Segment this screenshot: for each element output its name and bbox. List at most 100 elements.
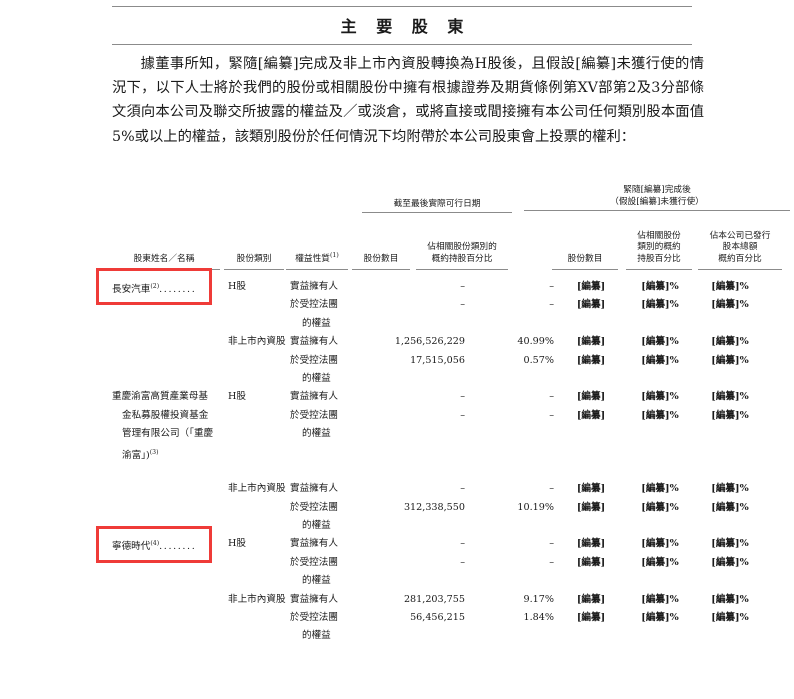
shares-post-cell: [編纂] bbox=[576, 281, 606, 292]
table-row: 的權益 bbox=[100, 517, 700, 535]
pct-current-cell: – bbox=[549, 556, 554, 568]
shares-current-cell: 1,256,526,229 bbox=[394, 336, 465, 348]
nature-of-interest-cell: 的權益 bbox=[302, 520, 331, 532]
nature-of-interest-cell: 於受控法團 bbox=[290, 354, 338, 366]
pct-current-cell: – bbox=[549, 483, 554, 495]
share-class-cell: H股 bbox=[228, 538, 246, 550]
column-header-rule bbox=[352, 268, 410, 270]
intro-paragraph: 據董事所知，緊隨[編纂]完成及非上市內資股轉換為H股後，且假設[編纂]未獲行使的… bbox=[112, 56, 704, 145]
shares-post-cell: [編纂] bbox=[576, 556, 606, 568]
column-header-rule bbox=[552, 268, 618, 270]
column-header-rule bbox=[626, 268, 692, 270]
table-row: 於受控法團 312,338,550 10.19% [編纂] [編纂]% [編纂]% bbox=[100, 499, 749, 517]
table-row: 非上市內資股 實益擁有人 – – [編纂] [編纂]% [編纂]% bbox=[100, 480, 749, 498]
nature-of-interest-cell: 實益擁有人 bbox=[290, 391, 338, 403]
pct-total-post-cell: [編纂]% bbox=[711, 538, 749, 550]
column-header-shares-post: 股份數目 bbox=[552, 254, 618, 270]
group-header-rule-1 bbox=[362, 212, 512, 213]
pct-total-post-cell: [編纂]% bbox=[711, 593, 749, 605]
table-row: 的權益 bbox=[100, 315, 700, 333]
shares-current-cell: – bbox=[460, 409, 465, 421]
shareholder-name-cell: 渝富」)(3) bbox=[122, 448, 159, 461]
nature-of-interest-cell: 實益擁有人 bbox=[290, 336, 338, 348]
shares-post-cell: [編纂] bbox=[576, 409, 606, 421]
shares-post-cell: [編纂] bbox=[576, 501, 606, 513]
table-row: 渝富」)(3) bbox=[100, 444, 700, 462]
column-header-shares-current: 股份數目 bbox=[352, 254, 410, 270]
nature-of-interest-cell: 的權益 bbox=[302, 428, 331, 440]
pct-current-cell: 40.99% bbox=[517, 336, 554, 348]
pct-class-post-cell: [編纂]% bbox=[641, 354, 679, 366]
column-header-line: 持股百分比 bbox=[637, 254, 681, 265]
group-header-post-offering-line1: 緊隨[編纂]完成後 bbox=[623, 185, 691, 195]
column-header-line: 佔相關股份類別的 bbox=[427, 242, 497, 253]
column-header-rule bbox=[108, 268, 220, 270]
table-row: 長安汽車(2)........ H股 實益擁有人 – – [編纂] [編纂]% [編纂]% bbox=[100, 278, 749, 296]
pct-class-post-cell: [編纂]% bbox=[641, 336, 679, 348]
table-row: 的權益 bbox=[100, 370, 700, 388]
heading-rule-top bbox=[112, 6, 692, 7]
pct-class-post-cell: [編纂]% bbox=[641, 409, 679, 421]
table-row: 的權益 bbox=[100, 627, 700, 645]
column-header-rule bbox=[286, 268, 348, 270]
shareholder-name-cell: 重慶渝富高質產業母基 bbox=[112, 391, 208, 403]
group-header-as-at-date-label: 截至最後實際可行日期 bbox=[393, 199, 481, 209]
pct-total-post-cell: [編纂]% bbox=[711, 501, 749, 513]
share-class-cell: 非上市內資股 bbox=[228, 483, 286, 495]
column-header-share-class: 股份類別 bbox=[224, 254, 284, 270]
column-header-line: 股份數目 bbox=[567, 254, 603, 265]
shares-current-cell: – bbox=[460, 299, 465, 311]
pct-current-cell: – bbox=[549, 538, 554, 550]
shares-current-cell: – bbox=[460, 281, 465, 292]
column-header-line: 股份數目 bbox=[363, 254, 399, 265]
nature-of-interest-cell: 於受控法團 bbox=[290, 299, 338, 311]
shares-post-cell: [編纂] bbox=[576, 299, 606, 311]
share-class-cell: H股 bbox=[228, 281, 246, 292]
pct-total-post-cell: [編纂]% bbox=[711, 483, 749, 495]
table-row: 金私募股權投資基金 於受控法團 – – [編纂] [編纂]% [編纂]% bbox=[100, 407, 749, 425]
footnote-marker: (2) bbox=[150, 283, 160, 290]
shares-current-cell: 17,515,056 bbox=[410, 354, 465, 366]
pct-class-post-cell: [編纂]% bbox=[641, 556, 679, 568]
table-row: 於受控法團 17,515,056 0.57% [編纂] [編纂]% [編纂]% bbox=[100, 352, 749, 370]
table-row: 非上市內資股 實益擁有人 1,256,526,229 40.99% [編纂] [編纂]% [… bbox=[100, 333, 749, 351]
leader-dots: ........ bbox=[159, 284, 197, 296]
pct-class-post-cell: [編纂]% bbox=[641, 538, 679, 550]
pct-total-post-cell: [編纂]% bbox=[711, 336, 749, 348]
pct-class-post-cell: [編纂]% bbox=[641, 612, 679, 624]
leader-dots: ........ bbox=[159, 541, 197, 553]
column-header-line: 佔相關股份 bbox=[637, 230, 681, 241]
share-class-cell: 非上市內資股 bbox=[228, 336, 286, 348]
page-title: 主 要 股 東 bbox=[340, 17, 471, 36]
shares-post-cell: [編纂] bbox=[576, 612, 606, 624]
shares-current-cell: 281,203,755 bbox=[403, 593, 465, 605]
column-header-line: 佔本公司已發行 bbox=[709, 230, 771, 241]
table-row: 寧德時代(4)........ H股 實益擁有人 – – [編纂] [編纂]% [編纂]% bbox=[100, 535, 749, 553]
pct-current-cell: 0.57% bbox=[523, 354, 554, 366]
shareholder-name-cell: 管理有限公司（「重慶 bbox=[122, 428, 214, 440]
column-header-line: 類別的概約 bbox=[637, 242, 681, 253]
column-header-pct-class-post: 佔相關股份 類別的概約 持股百分比 bbox=[626, 231, 692, 270]
footnote-marker: (4) bbox=[150, 540, 160, 548]
pct-class-post-cell: [編纂]% bbox=[641, 593, 679, 605]
group-header-post-offering-line2: （假設[編纂]未獲行使） bbox=[610, 197, 704, 207]
pct-class-post-cell: [編纂]% bbox=[641, 391, 679, 403]
pct-total-post-cell: [編纂]% bbox=[711, 409, 749, 421]
column-header-line: 股東姓名／名稱 bbox=[133, 254, 195, 265]
shares-current-cell: – bbox=[460, 483, 465, 495]
nature-of-interest-cell: 的權益 bbox=[302, 630, 331, 642]
pct-total-post-cell: [編纂]% bbox=[711, 391, 749, 403]
pct-total-post-cell: [編纂]% bbox=[711, 354, 749, 366]
table-group-header-row: 截至最後實際可行日期 緊隨[編纂]完成後 （假設[編纂]未獲行使） bbox=[100, 182, 790, 220]
pct-total-post-cell: [編纂]% bbox=[711, 281, 749, 292]
pct-total-post-cell: [編纂]% bbox=[711, 556, 749, 568]
table-row: 非上市內資股 實益擁有人 281,203,755 9.17% [編纂] [編纂]% [編纂]… bbox=[100, 591, 749, 609]
nature-of-interest-cell: 實益擁有人 bbox=[290, 483, 338, 495]
nature-of-interest-cell: 的權益 bbox=[302, 575, 331, 587]
table-row: 於受控法團 – – [編纂] [編纂]% [編纂]% bbox=[100, 554, 749, 572]
shares-current-cell: – bbox=[460, 391, 465, 403]
footnote-marker: (3) bbox=[149, 448, 159, 456]
pct-current-cell: – bbox=[549, 281, 554, 292]
column-header-line: 概約持股百分比 bbox=[431, 254, 493, 265]
